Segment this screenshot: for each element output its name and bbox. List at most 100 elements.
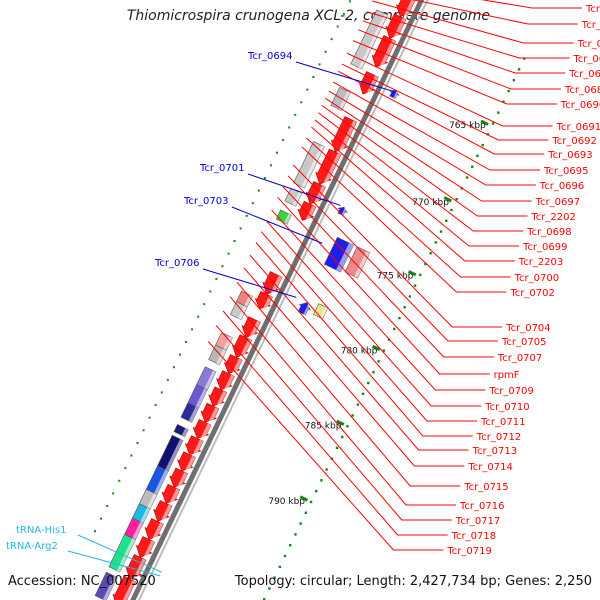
forward-gene-15 <box>208 386 228 409</box>
inner-scale-dot <box>348 0 351 3</box>
leader-line-right-16 <box>314 119 519 247</box>
gene-label-right-2: Tcr_0684 <box>581 20 600 31</box>
track2-feature-3 <box>293 141 325 189</box>
scale-dot <box>512 78 516 82</box>
forward-gene-18 <box>184 435 204 458</box>
inner-scale-dot <box>330 38 333 41</box>
inner-scale-dot <box>282 139 285 142</box>
forward-gene-4-facet <box>365 75 379 97</box>
leader-line-right-28 <box>249 254 469 451</box>
scale-dot <box>289 544 292 547</box>
scale-dot <box>497 111 500 114</box>
leader-line-right-14 <box>321 105 528 217</box>
forward-gene-13-facet <box>231 358 243 377</box>
inner-scale-dot <box>112 492 115 495</box>
gene-label-right-31: Tcr_0716 <box>459 501 504 512</box>
forward-gene-22-facet <box>160 504 173 525</box>
inner-scale-dot <box>160 391 163 394</box>
forward-gene-26-facet <box>119 580 136 600</box>
scale-dot <box>476 154 479 158</box>
leader-line-right-18 <box>305 137 511 278</box>
scale-dot <box>382 349 386 352</box>
gene-label-left-1: Tcr_0694 <box>247 51 292 62</box>
inner-scale-dot <box>130 454 133 457</box>
track2-feature-19 <box>108 533 136 573</box>
leader-line-right-6 <box>358 29 561 90</box>
scale-dot <box>393 327 396 331</box>
gene-label-right-21: Tcr_0705 <box>501 337 546 348</box>
gene-label-right-8: Tcr_0691 <box>556 122 600 133</box>
forward-gene-24-shape <box>135 536 156 558</box>
track2-feature-18-facet <box>132 521 144 540</box>
leader-line-right-19 <box>301 146 507 293</box>
scale-label-3: 775 kbp <box>377 272 414 282</box>
inner-scale-dot <box>197 315 200 318</box>
track2-feature-16-facet <box>147 493 158 509</box>
track2-feature-15-facet <box>154 469 169 495</box>
leader-line-right-34 <box>208 341 444 551</box>
forward-gene-24-facet <box>142 540 155 561</box>
inner-scale-dot <box>324 50 327 53</box>
scale-tick <box>299 495 309 502</box>
inner-scale-dot <box>136 441 139 444</box>
leader-line-left-2 <box>247 173 341 206</box>
rna-label-2: tRNA-Arg2 <box>6 541 58 552</box>
inner-scale-dot <box>227 252 230 255</box>
inner-scale-dot <box>215 277 218 280</box>
scale-dot <box>398 316 401 320</box>
track2-feature-20-shape <box>94 571 118 600</box>
rna-label-1: tRNA-His1 <box>16 525 66 536</box>
gene-label-right-5: Tcr_0688 <box>568 69 600 80</box>
forward-gene-12-shape <box>232 334 253 358</box>
leader-line-right-31 <box>229 296 456 506</box>
forward-gene-1-facet <box>402 0 418 20</box>
scale-dot <box>408 295 412 298</box>
leader-line-right-26 <box>260 231 477 422</box>
leader-line-right-3 <box>372 0 574 44</box>
reverse-gene-2 <box>337 206 348 217</box>
track2-feature-3-facet <box>301 145 325 189</box>
leader-line-right-7 <box>352 40 557 105</box>
inner-scale-dot <box>178 353 181 356</box>
forward-gene-13 <box>223 354 243 377</box>
reverse-gene-6-facet <box>320 306 328 319</box>
track2-feature-2 <box>330 86 351 111</box>
scale-dot <box>361 392 365 396</box>
inner-scale-dot <box>172 366 175 369</box>
inner-scale-dot <box>257 189 260 192</box>
forward-gene-2-facet <box>392 17 407 42</box>
forward-gene-15-facet <box>215 390 227 409</box>
scale-dot <box>429 252 432 255</box>
inner-scale-dot <box>100 517 103 520</box>
forward-gene-14-facet <box>223 374 235 393</box>
backbone-highlight <box>137 0 429 600</box>
gene-label-right-33: Tcr_0718 <box>451 531 496 542</box>
leader-line-right-29 <box>243 267 465 467</box>
gene-label-right-25: Tcr_0710 <box>484 402 529 413</box>
forward-gene-18-facet <box>192 439 204 458</box>
forward-gene-5-facet <box>337 120 357 155</box>
track2-feature-8 <box>215 332 233 351</box>
leader-line-right-27 <box>255 242 473 437</box>
backbone-line <box>130 0 425 600</box>
reverse-gene-1-facet <box>393 90 399 99</box>
leader-line-right-22 <box>282 186 494 358</box>
leader-line-right-13 <box>325 97 532 202</box>
scale-dot <box>263 598 266 600</box>
forward-gene-22 <box>153 500 173 525</box>
scale-dot <box>320 479 323 482</box>
leader-line-right-25 <box>266 220 482 407</box>
track2-feature-20 <box>94 571 118 600</box>
leader-line-left-3 <box>231 206 323 244</box>
forward-gene-26-shape <box>112 575 137 600</box>
scale-dot <box>403 306 406 309</box>
gene-label-right-20: Tcr_0704 <box>505 323 550 334</box>
track2-feature-17 <box>131 503 151 524</box>
track2-feature-11-facet <box>195 388 208 408</box>
track2-feature-1 <box>350 9 389 70</box>
forward-gene-8 <box>297 200 317 224</box>
scale-dot <box>413 284 417 287</box>
gene-label-right-18: Tcr_0700 <box>514 273 559 284</box>
scale-tick <box>443 196 452 203</box>
